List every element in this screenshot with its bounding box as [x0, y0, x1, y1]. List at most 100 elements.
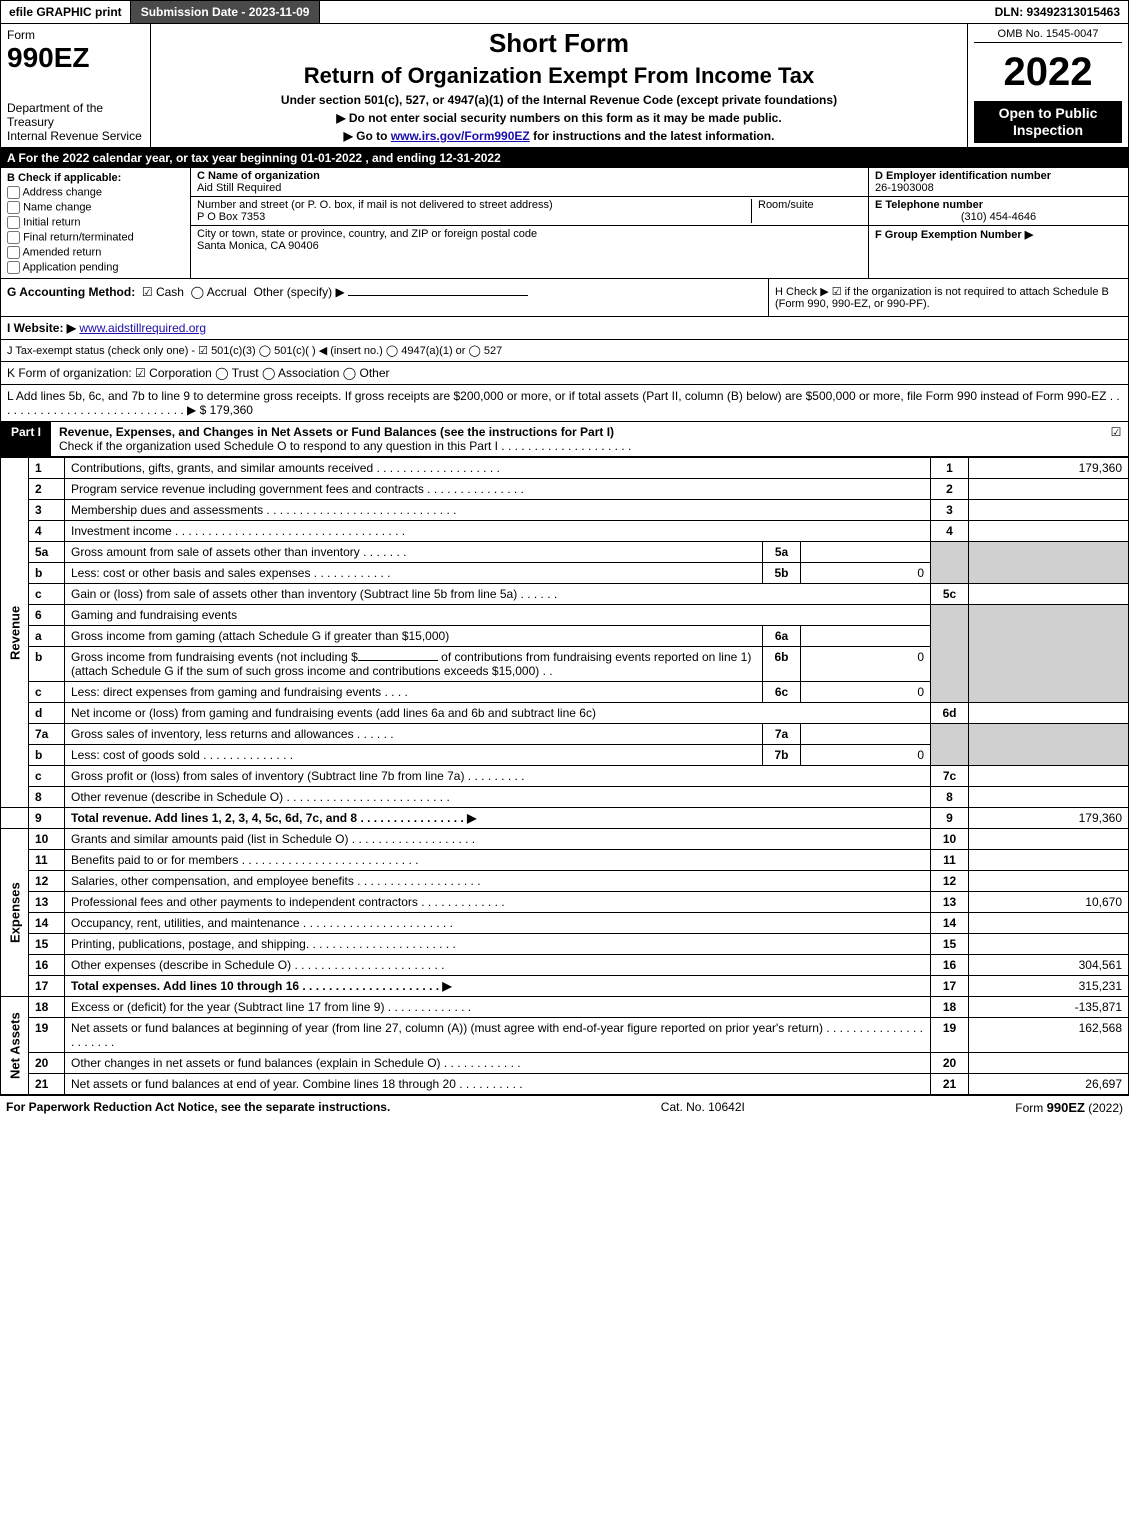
l15-amt — [969, 934, 1129, 955]
l4-desc: Investment income . . . . . . . . . . . … — [65, 521, 931, 542]
part1-checkbox[interactable]: ☑ — [1104, 422, 1128, 456]
l3-num: 3 — [29, 500, 65, 521]
chk-name-change[interactable]: Name change — [7, 201, 184, 214]
chk-address-change[interactable]: Address change — [7, 186, 184, 199]
l3-desc: Membership dues and assessments . . . . … — [65, 500, 931, 521]
l16-desc: Other expenses (describe in Schedule O) … — [65, 955, 931, 976]
line-11: 11 Benefits paid to or for members . . .… — [1, 850, 1129, 871]
footer-left: For Paperwork Reduction Act Notice, see … — [6, 1100, 390, 1115]
page-footer: For Paperwork Reduction Act Notice, see … — [0, 1095, 1129, 1119]
l17-num: 17 — [29, 976, 65, 997]
line-6: 6 Gaming and fundraising events — [1, 605, 1129, 626]
l6d-desc: Net income or (loss) from gaming and fun… — [65, 703, 931, 724]
line-7a: 7a Gross sales of inventory, less return… — [1, 724, 1129, 745]
part1-table: Revenue 1 Contributions, gifts, grants, … — [0, 457, 1129, 1095]
chk-initial-return[interactable]: Initial return — [7, 216, 184, 229]
l6d-num: d — [29, 703, 65, 724]
goto-post: for instructions and the latest informat… — [530, 129, 775, 143]
efile-print-button[interactable]: efile GRAPHIC print — [1, 1, 131, 23]
group-exemption-cell: F Group Exemption Number ▶ — [868, 226, 1128, 278]
l9-amt: 179,360 — [969, 808, 1129, 829]
l19-rn: 19 — [931, 1018, 969, 1053]
header-center: Short Form Return of Organization Exempt… — [151, 24, 968, 147]
entity-info-grid: B Check if applicable: Address change Na… — [0, 168, 1129, 279]
l5a-desc: Gross amount from sale of assets other t… — [65, 542, 763, 563]
header-right: OMB No. 1545-0047 2022 Open to Public In… — [968, 24, 1128, 147]
l11-amt — [969, 850, 1129, 871]
form-of-organization-row: K Form of organization: ☑ Corporation ◯ … — [0, 362, 1129, 385]
line-17: 17 Total expenses. Add lines 10 through … — [1, 976, 1129, 997]
l2-num: 2 — [29, 479, 65, 500]
l16-num: 16 — [29, 955, 65, 976]
l5c-rn: 5c — [931, 584, 969, 605]
col-b-header: B Check if applicable: — [7, 172, 184, 184]
line-5c: c Gain or (loss) from sale of assets oth… — [1, 584, 1129, 605]
l6b-desc: Gross income from fundraising events (no… — [65, 647, 763, 682]
l5b-sn: 5b — [763, 563, 801, 584]
l14-num: 14 — [29, 913, 65, 934]
l6-num: 6 — [29, 605, 65, 626]
city-value: Santa Monica, CA 90406 — [197, 240, 319, 252]
l7b-num: b — [29, 745, 65, 766]
l7a-sv — [801, 724, 931, 745]
l13-rn: 13 — [931, 892, 969, 913]
l12-desc: Salaries, other compensation, and employ… — [65, 871, 931, 892]
l6a-num: a — [29, 626, 65, 647]
irs-link[interactable]: www.irs.gov/Form990EZ — [391, 129, 530, 143]
l17-amt: 315,231 — [969, 976, 1129, 997]
form-header: Form 990EZ Department of the Treasury In… — [0, 24, 1129, 148]
l3-rn: 3 — [931, 500, 969, 521]
line-3: 3 Membership dues and assessments . . . … — [1, 500, 1129, 521]
l1-desc: Contributions, gifts, grants, and simila… — [65, 458, 931, 479]
l21-num: 21 — [29, 1074, 65, 1095]
l13-amt: 10,670 — [969, 892, 1129, 913]
phone-cell: E Telephone number (310) 454-4646 — [868, 197, 1128, 226]
l7c-num: c — [29, 766, 65, 787]
l7ab-rn-shade — [931, 724, 969, 766]
street-row: Number and street (or P. O. box, if mail… — [191, 197, 868, 226]
l16-rn: 16 — [931, 955, 969, 976]
l5a-sv — [801, 542, 931, 563]
ssn-warning: ▶ Do not enter social security numbers o… — [159, 111, 959, 125]
l9-desc: Total revenue. Add lines 1, 2, 3, 4, 5c,… — [65, 808, 931, 829]
l6-amt-shade — [969, 605, 1129, 703]
l10-num: 10 — [29, 829, 65, 850]
l7ab-amt-shade — [969, 724, 1129, 766]
l21-desc: Net assets or fund balances at end of ye… — [65, 1074, 931, 1095]
l7b-sn: 7b — [763, 745, 801, 766]
l7a-desc: Gross sales of inventory, less returns a… — [65, 724, 763, 745]
netassets-side-label: Net Assets — [1, 997, 29, 1095]
chk-final-return[interactable]: Final return/terminated — [7, 231, 184, 244]
l1-num: 1 — [29, 458, 65, 479]
line-6d: d Net income or (loss) from gaming and f… — [1, 703, 1129, 724]
form-title: Return of Organization Exempt From Incom… — [159, 63, 959, 89]
g-other[interactable]: Other (specify) ▶ — [253, 285, 344, 299]
room-label: Room/suite — [758, 199, 814, 211]
l20-num: 20 — [29, 1053, 65, 1074]
column-b: B Check if applicable: Address change Na… — [1, 168, 191, 278]
chk-application-pending[interactable]: Application pending — [7, 261, 184, 274]
l4-rn: 4 — [931, 521, 969, 542]
l11-num: 11 — [29, 850, 65, 871]
part1-title: Revenue, Expenses, and Changes in Net As… — [51, 422, 1104, 456]
line-2: 2 Program service revenue including gove… — [1, 479, 1129, 500]
l11-rn: 11 — [931, 850, 969, 871]
website-link[interactable]: www.aidstillrequired.org — [79, 321, 206, 335]
l5c-desc: Gain or (loss) from sale of assets other… — [65, 584, 931, 605]
line-21: 21 Net assets or fund balances at end of… — [1, 1074, 1129, 1095]
g-cash[interactable]: Cash — [156, 285, 184, 299]
l6b-sv: 0 — [801, 647, 931, 682]
l9-rn: 9 — [931, 808, 969, 829]
g-accrual[interactable]: Accrual — [207, 285, 247, 299]
submission-date: Submission Date - 2023-11-09 — [131, 1, 321, 23]
ein-value: 26-1903008 — [875, 182, 934, 194]
l5c-num: c — [29, 584, 65, 605]
g-label: G Accounting Method: — [7, 285, 135, 299]
l6d-amt — [969, 703, 1129, 724]
l20-rn: 20 — [931, 1053, 969, 1074]
l1-amt: 179,360 — [969, 458, 1129, 479]
l7c-amt — [969, 766, 1129, 787]
line-4: 4 Investment income . . . . . . . . . . … — [1, 521, 1129, 542]
chk-amended-return[interactable]: Amended return — [7, 246, 184, 259]
l21-amt: 26,697 — [969, 1074, 1129, 1095]
